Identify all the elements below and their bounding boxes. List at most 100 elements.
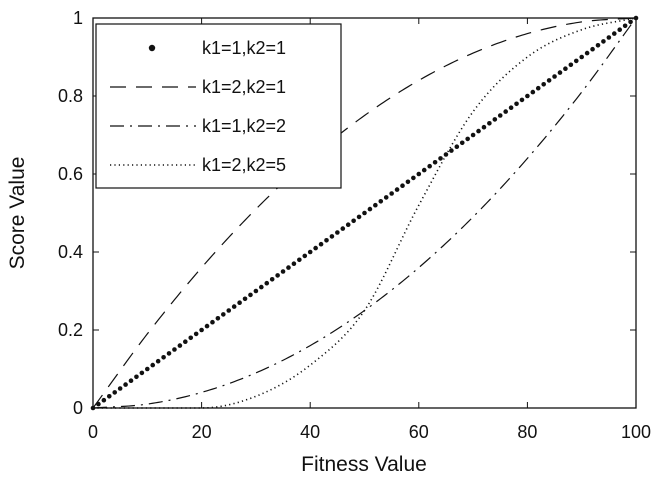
- data-point: [226, 308, 232, 313]
- data-point: [400, 183, 405, 188]
- data-point: [557, 70, 563, 75]
- data-point: [611, 31, 617, 36]
- data-point: [297, 257, 302, 263]
- data-point: [242, 296, 248, 302]
- data-point: [324, 238, 329, 243]
- data-point: [362, 210, 367, 216]
- data-point: [335, 230, 340, 235]
- data-point: [351, 218, 356, 224]
- data-point: [237, 300, 242, 306]
- data-point: [269, 277, 275, 282]
- y-tick-label: 0.6: [58, 164, 83, 184]
- data-point: [459, 140, 465, 146]
- data-point: [199, 327, 204, 333]
- data-point: [204, 323, 210, 329]
- data-point: [356, 214, 362, 220]
- data-point: [470, 132, 476, 138]
- data-point: [546, 78, 552, 83]
- legend: k1=1,k2=1 k1=2,k2=1 k1=1,k2=2 k1=2,k2=5: [95, 23, 342, 189]
- legend-label: k1=1,k2=2: [202, 116, 286, 136]
- data-point: [617, 27, 623, 32]
- series-line-4: [93, 17, 637, 409]
- x-tick-label: 80: [517, 422, 537, 442]
- data-point: [590, 46, 595, 52]
- data-point: [210, 319, 215, 325]
- data-point: [508, 105, 514, 110]
- data-point: [416, 171, 422, 177]
- data-point: [465, 136, 470, 142]
- data-point: [215, 316, 221, 321]
- y-tick-label: 0.4: [58, 242, 83, 262]
- data-point: [155, 358, 161, 364]
- data-point: [579, 54, 584, 60]
- legend-label: k1=1,k2=1: [202, 38, 286, 58]
- data-point: [601, 39, 606, 44]
- data-point: [535, 85, 541, 91]
- x-tick-label: 100: [621, 422, 651, 442]
- data-point: [188, 335, 194, 341]
- series-line-2: [92, 17, 637, 409]
- data-point: [123, 382, 128, 387]
- x-tick-label: 20: [192, 422, 212, 442]
- x-axis-label: Fitness Value: [301, 453, 427, 476]
- data-point: [568, 62, 574, 68]
- data-point: [166, 351, 172, 356]
- data-point: [405, 179, 411, 185]
- data-point: [139, 370, 145, 376]
- data-point: [525, 93, 530, 99]
- y-tick-label: 0: [73, 398, 83, 418]
- data-point: [481, 124, 487, 130]
- data-point: [573, 58, 579, 64]
- y-tick-label: 0.2: [58, 320, 83, 340]
- data-point: [253, 288, 259, 294]
- data-point: [389, 191, 394, 196]
- data-point: [248, 292, 253, 298]
- data-point: [193, 331, 199, 337]
- data-point: [231, 304, 237, 309]
- x-tick-label: 40: [300, 422, 320, 442]
- data-point: [552, 74, 557, 79]
- axis-ticks: 0 20 40 60 80 100 0 0.2 0.4 0.6 0.8 1: [58, 8, 651, 442]
- data-point: [530, 89, 536, 95]
- x-tick-label: 0: [88, 422, 98, 442]
- data-point: [492, 117, 498, 122]
- data-point: [606, 35, 612, 40]
- data-point: [383, 195, 389, 200]
- data-point: [519, 97, 525, 103]
- data-point: [497, 113, 503, 118]
- data-point: [454, 144, 460, 149]
- data-point: [259, 284, 264, 290]
- data-point: [128, 378, 134, 384]
- data-point: [150, 362, 156, 368]
- data-point: [112, 390, 118, 395]
- data-point: [264, 280, 270, 286]
- data-point: [221, 312, 226, 317]
- data-point: [183, 339, 188, 345]
- y-tick-label: 0.8: [58, 86, 83, 106]
- data-point: [329, 234, 335, 239]
- data-point: [106, 394, 112, 399]
- data-point: [318, 241, 324, 247]
- data-point: [438, 156, 443, 161]
- data-point: [275, 273, 280, 278]
- data-point: [584, 50, 590, 56]
- data-point: [378, 199, 384, 204]
- x-tick-label: 60: [409, 422, 429, 442]
- data-point: [161, 355, 166, 360]
- data-point: [633, 15, 639, 21]
- data-point: [367, 206, 373, 212]
- data-point: [291, 261, 297, 267]
- data-point: [449, 148, 454, 153]
- data-point: [307, 249, 313, 255]
- data-point: [628, 19, 633, 25]
- series-group: [90, 15, 639, 411]
- data-point: [514, 101, 519, 107]
- data-point: [411, 175, 416, 181]
- data-point: [345, 222, 351, 227]
- data-point: [487, 121, 492, 126]
- data-point: [622, 23, 628, 29]
- data-point: [595, 43, 601, 48]
- y-tick-label: 1: [73, 8, 83, 28]
- data-point: [117, 386, 123, 391]
